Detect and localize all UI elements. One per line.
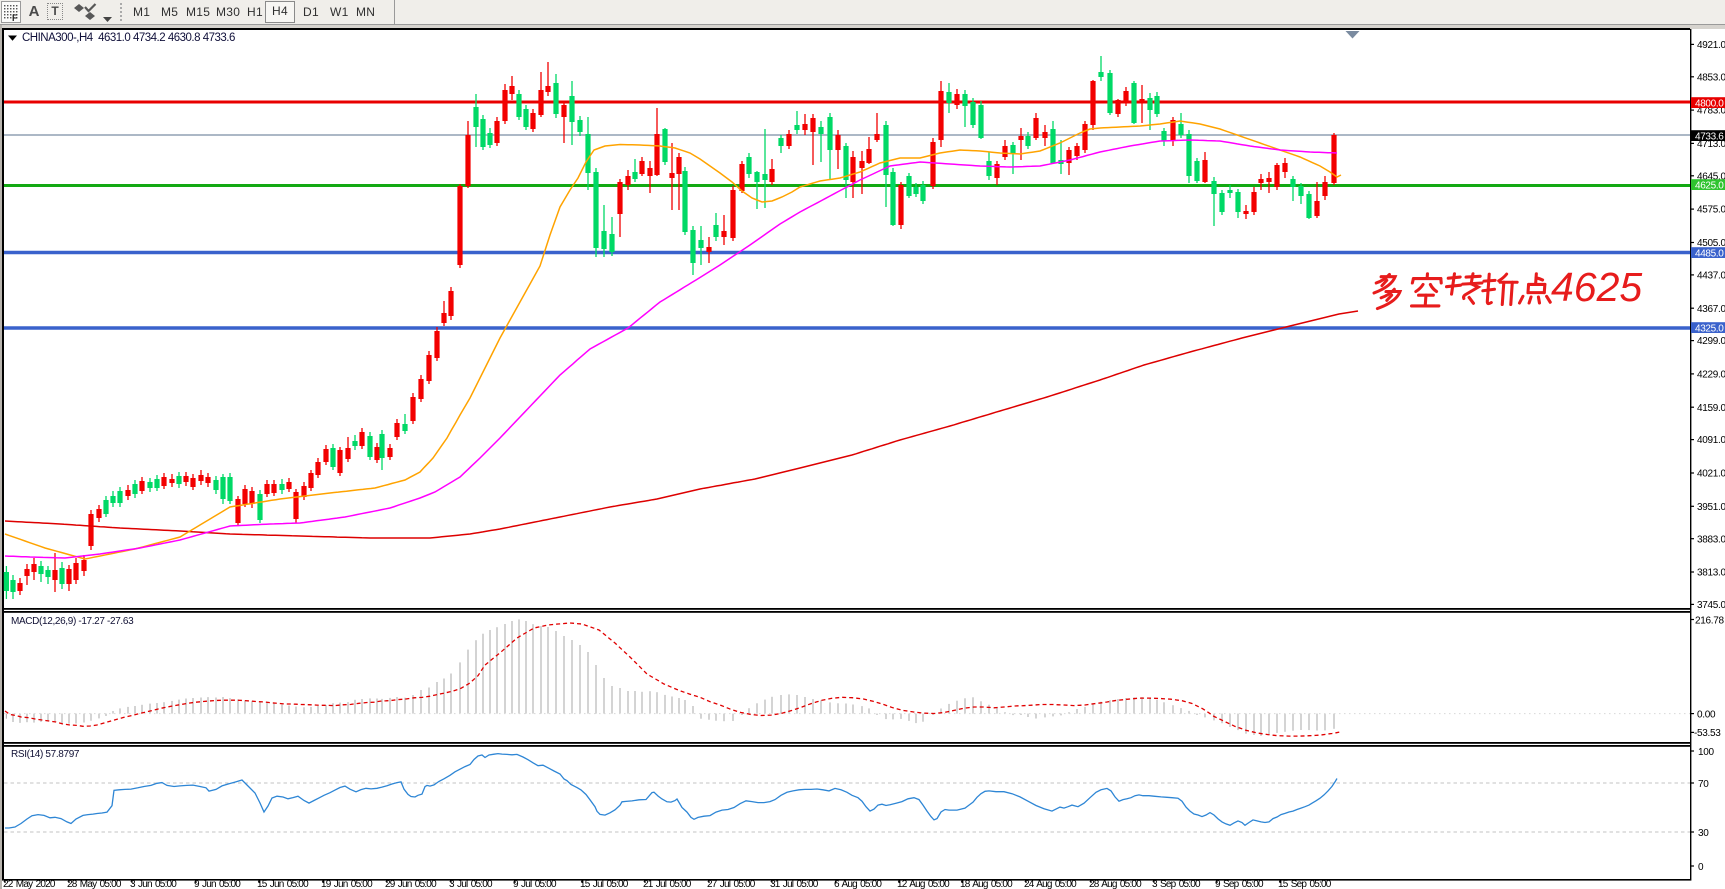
svg-text:19 Jun 05:00: 19 Jun 05:00	[321, 879, 373, 889]
svg-text:4021.0: 4021.0	[1697, 469, 1725, 480]
svg-text:4437.0: 4437.0	[1697, 271, 1725, 282]
svg-text:3745.0: 3745.0	[1697, 600, 1725, 611]
svg-text:4299.0: 4299.0	[1697, 336, 1725, 347]
svg-text:4921.0: 4921.0	[1697, 40, 1725, 51]
svg-text:6 Aug 05:00: 6 Aug 05:00	[834, 879, 882, 889]
svg-text:216.78: 216.78	[1695, 615, 1725, 626]
svg-text:4325.0: 4325.0	[1695, 324, 1724, 335]
svg-text:4783.0: 4783.0	[1697, 106, 1725, 117]
svg-text:27 Jul 05:00: 27 Jul 05:00	[707, 879, 756, 889]
svg-text:28 May 05:00: 28 May 05:00	[67, 879, 122, 889]
svg-text:4645.0: 4645.0	[1697, 171, 1725, 182]
svg-text:3 Sep 05:00: 3 Sep 05:00	[1152, 879, 1201, 889]
svg-text:9 Jun 05:00: 9 Jun 05:00	[194, 879, 241, 889]
svg-text:100: 100	[1698, 747, 1715, 758]
svg-text:4229.0: 4229.0	[1697, 370, 1725, 381]
svg-text:9 Sep 05:00: 9 Sep 05:00	[1215, 879, 1264, 889]
svg-text:4800.0: 4800.0	[1695, 99, 1724, 110]
svg-text:70: 70	[1698, 779, 1709, 790]
svg-text:MACD(12,26,9) -17.27 -27.63: MACD(12,26,9) -17.27 -27.63	[11, 616, 134, 627]
svg-text:28 Aug 05:00: 28 Aug 05:00	[1089, 879, 1142, 889]
svg-text:29 Jun 05:00: 29 Jun 05:00	[385, 879, 437, 889]
svg-text:-53.53: -53.53	[1694, 728, 1721, 739]
svg-text:3813.0: 3813.0	[1697, 568, 1725, 579]
svg-text:4713.0: 4713.0	[1697, 139, 1725, 150]
svg-text:4159.0: 4159.0	[1697, 403, 1725, 414]
svg-text:4575.0: 4575.0	[1697, 205, 1725, 216]
svg-text:F: F	[12, 13, 18, 22]
svg-text:3 Jun 05:00: 3 Jun 05:00	[130, 879, 177, 889]
svg-text:CHINA300-,H4 4631.0 4734.2 46: CHINA300-,H4 4631.0 4734.2 4630.8 4733.6	[22, 32, 235, 44]
svg-text:18 Aug 05:00: 18 Aug 05:00	[960, 879, 1013, 889]
svg-text:4091.0: 4091.0	[1697, 435, 1725, 446]
svg-text:4485.0: 4485.0	[1695, 249, 1724, 260]
svg-text:15 Jun 05:00: 15 Jun 05:00	[257, 879, 309, 889]
svg-text:15 Jul 05:00: 15 Jul 05:00	[580, 879, 629, 889]
svg-text:21 Jul 05:00: 21 Jul 05:00	[643, 879, 692, 889]
svg-text:RSI(14) 57.8797: RSI(14) 57.8797	[11, 749, 80, 760]
svg-text:4367.0: 4367.0	[1697, 304, 1725, 315]
svg-text:0.00: 0.00	[1697, 709, 1716, 720]
svg-text:4505.0: 4505.0	[1697, 238, 1725, 249]
svg-text:4853.0: 4853.0	[1697, 72, 1725, 83]
svg-text:3951.0: 3951.0	[1697, 502, 1725, 513]
svg-text:9 Jul 05:00: 9 Jul 05:00	[513, 879, 557, 889]
svg-text:12 Aug 05:00: 12 Aug 05:00	[897, 879, 950, 889]
svg-text:4733.6: 4733.6	[1695, 132, 1724, 143]
svg-text:30: 30	[1698, 828, 1709, 839]
svg-text:4625.0: 4625.0	[1695, 181, 1724, 192]
svg-text:22 May 2020: 22 May 2020	[3, 879, 56, 889]
svg-text:15 Sep 05:00: 15 Sep 05:00	[1278, 879, 1332, 889]
svg-text:3 Jul 05:00: 3 Jul 05:00	[449, 879, 493, 889]
svg-text:3883.0: 3883.0	[1697, 534, 1725, 545]
svg-text:0: 0	[1698, 862, 1704, 873]
svg-text:24 Aug 05:00: 24 Aug 05:00	[1024, 879, 1077, 889]
svg-text:4625: 4625	[1551, 264, 1642, 310]
svg-text:31 Jul 05:00: 31 Jul 05:00	[770, 879, 819, 889]
